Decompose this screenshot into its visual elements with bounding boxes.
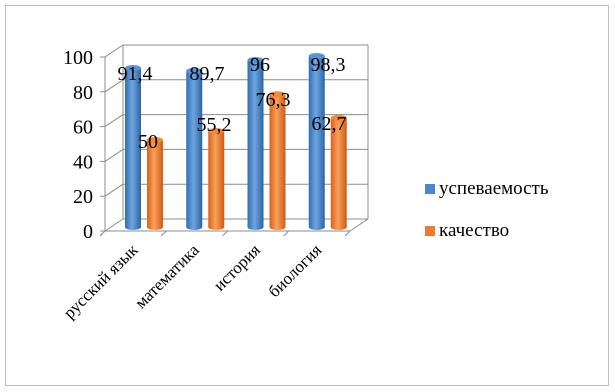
legend-label-series-1: успеваемость [439, 178, 549, 199]
x-tick-mark-2 [222, 230, 228, 237]
y-tick-label-1: 20 [73, 186, 93, 208]
data-label-1-1: 89,7 [190, 63, 225, 85]
x-category-label-2: история [210, 240, 264, 294]
bar-body-1-0 [125, 67, 141, 231]
y-tick-label-4: 80 [73, 82, 93, 104]
bar-2-русский-язык [147, 137, 163, 230]
data-label-1-2: 96 [250, 54, 270, 76]
x-tick-mark-3 [283, 230, 290, 237]
data-label-2-3: 62,7 [312, 113, 347, 135]
bars [125, 52, 347, 231]
gridline-side-3 [104, 114, 124, 128]
bar-cap-1-0 [125, 64, 141, 71]
y-tick-label-5: 100 [63, 47, 93, 69]
bar-cap-1-3 [308, 52, 325, 59]
gridline-side-2 [104, 148, 124, 162]
legend-label-series-2: качество [439, 220, 510, 241]
legend-item-series-1: успеваемость [425, 178, 549, 200]
gridline-side-5 [104, 44, 124, 58]
bar-1-русский-язык [125, 64, 141, 231]
bar-body-2-1 [208, 130, 225, 231]
bar-cap-1-1 [186, 67, 203, 74]
bar-2-история [269, 91, 286, 231]
bar-body-2-0 [147, 140, 163, 230]
x-tick-mark-1 [160, 230, 167, 237]
data-label-2-2: 76,3 [256, 89, 291, 111]
y-tick-label-2: 40 [73, 151, 93, 173]
legend-item-series-2: качество [425, 220, 549, 242]
bar-2-математика [208, 127, 225, 231]
bar-body-2-3 [330, 117, 347, 231]
bar-1-математика [186, 67, 203, 231]
bar-cap-1-2 [247, 56, 264, 63]
gridline-side-1 [104, 183, 124, 197]
bar-body-1-3 [308, 55, 325, 231]
x-category-label-1: математика [131, 240, 203, 312]
y-tick-label-0: 0 [83, 221, 93, 243]
data-label-2-1: 55,2 [197, 114, 232, 136]
gridlines [104, 44, 368, 232]
data-label-1-0: 91,4 [118, 63, 153, 85]
bar-cap-2-2 [269, 91, 286, 98]
x-category-label-3: биология [265, 240, 326, 301]
y-tick-labels: 0 20 40 60 80 100 [63, 47, 93, 243]
legend-swatch-series-1 [425, 184, 435, 194]
gridline-side-4 [104, 79, 124, 93]
data-label-1-3: 98,3 [311, 54, 346, 76]
bar-body-2-2 [269, 94, 286, 231]
bar-1-биология [308, 52, 325, 231]
bar-2-биология [330, 114, 347, 231]
bar-cap-2-1 [208, 127, 225, 134]
x-axis-right-edge [349, 218, 369, 232]
y-tick-label-3: 60 [73, 117, 93, 139]
x-category-label-0: русский язык [60, 240, 142, 322]
legend-swatch-series-2 [425, 226, 435, 236]
legend: успеваемость качество [425, 178, 549, 262]
bar-body-1-2 [247, 59, 264, 231]
bar-cap-2-0 [147, 137, 163, 143]
x-tick-mark-4 [344, 230, 351, 237]
bar-cap-2-3 [330, 114, 347, 121]
data-label-2-0: 50 [138, 131, 158, 153]
data-labels: 91,4 50 89,7 55,2 96 76,3 98,3 62,7 [118, 54, 347, 153]
bar-body-1-1 [186, 70, 203, 231]
x-tick-mark-0 [99, 230, 106, 237]
bar-1-история [247, 56, 264, 231]
axes [99, 45, 369, 237]
gridline-side-0 [104, 218, 124, 232]
